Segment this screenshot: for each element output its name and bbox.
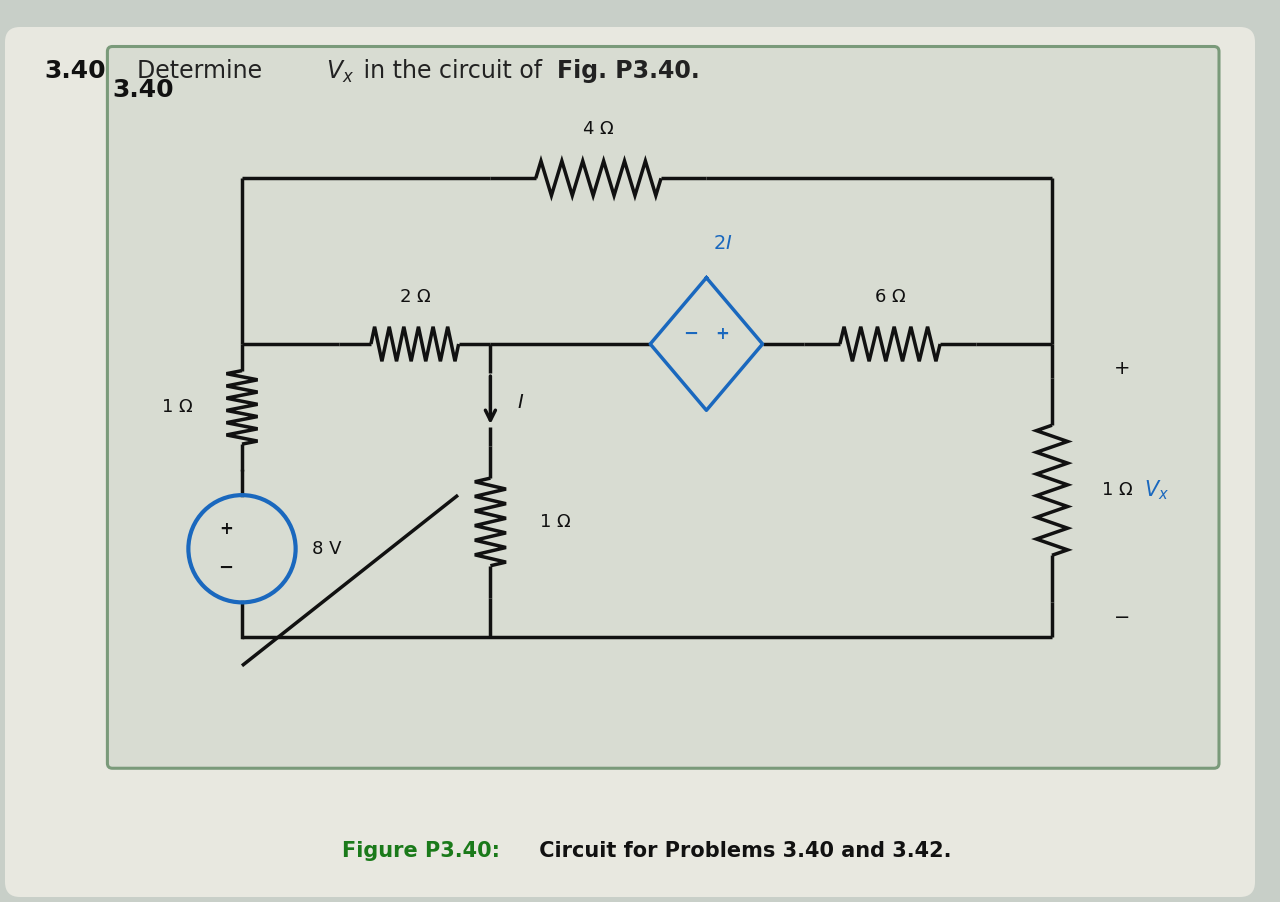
Text: $V_x$: $V_x$ — [326, 59, 355, 85]
Text: 1 $\Omega$: 1 $\Omega$ — [1101, 482, 1133, 499]
Text: in the circuit of: in the circuit of — [356, 59, 549, 83]
Text: −: − — [682, 326, 698, 344]
FancyBboxPatch shape — [108, 47, 1219, 769]
Text: 8 V: 8 V — [312, 539, 342, 557]
Text: $I$: $I$ — [517, 393, 525, 412]
Text: Fig. P3.40.: Fig. P3.40. — [557, 59, 700, 83]
Text: 1 $\Omega$: 1 $\Omega$ — [539, 513, 571, 531]
Text: 1 $\Omega$: 1 $\Omega$ — [161, 399, 193, 417]
Text: $2I$: $2I$ — [713, 235, 732, 253]
Text: $V_x$: $V_x$ — [1144, 478, 1169, 502]
Text: +: + — [1114, 359, 1130, 378]
Text: −: − — [218, 559, 233, 577]
Text: 4 $\Omega$: 4 $\Omega$ — [582, 121, 614, 139]
Text: −: − — [1114, 608, 1130, 627]
Text: 2 $\Omega$: 2 $\Omega$ — [398, 289, 431, 306]
Text: 3.40: 3.40 — [45, 59, 106, 83]
Text: +: + — [219, 520, 233, 538]
Text: 3.40: 3.40 — [113, 78, 174, 102]
Text: +: + — [716, 326, 730, 344]
Text: Determine: Determine — [122, 59, 269, 83]
Text: 6 $\Omega$: 6 $\Omega$ — [874, 289, 906, 306]
Text: Figure P3.40:: Figure P3.40: — [342, 841, 499, 861]
Text: Circuit for Problems 3.40 and 3.42.: Circuit for Problems 3.40 and 3.42. — [532, 841, 952, 861]
FancyBboxPatch shape — [5, 27, 1254, 897]
